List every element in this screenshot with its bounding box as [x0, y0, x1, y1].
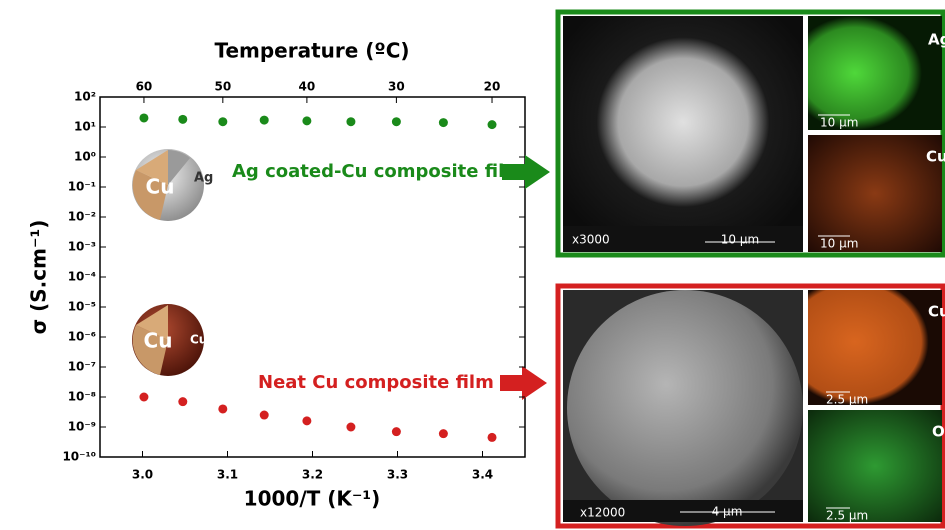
y-tick-label: 10⁻² — [68, 210, 96, 224]
map-label: Cu — [928, 303, 945, 321]
arrow — [500, 366, 547, 400]
data-point — [178, 114, 188, 124]
top-tick-label: 20 — [484, 80, 501, 94]
data-point — [259, 410, 269, 420]
y-tick-label: 10² — [74, 90, 96, 104]
data-point — [487, 120, 497, 130]
scale-bar-label: 10 µm — [820, 237, 858, 251]
y-tick-label: 10⁻⁷ — [68, 360, 96, 374]
magnification: x12000 — [580, 506, 625, 520]
data-point — [346, 117, 356, 127]
y-tick-label: 10⁰ — [74, 150, 96, 164]
map-label: O — [932, 423, 945, 441]
y-tick-label: 10⁻³ — [68, 240, 96, 254]
x-axis-title: 1000/T (K⁻¹) — [244, 487, 381, 511]
y-tick-label: 10¹ — [74, 120, 96, 134]
data-point — [438, 118, 448, 128]
data-point — [178, 397, 188, 407]
sphere-label: CuO — [190, 333, 218, 347]
y-tick-label: 10⁻⁴ — [68, 270, 96, 284]
data-point — [218, 117, 228, 127]
y-tick-label: 10⁻¹⁰ — [62, 450, 96, 464]
data-point — [391, 427, 401, 437]
data-point — [139, 392, 149, 402]
y-axis-title: σ (S.cm⁻¹) — [27, 220, 51, 335]
x-tick-label: 3.3 — [387, 468, 408, 482]
sphere-label: Cu — [146, 175, 175, 199]
cuo-sphere — [132, 304, 204, 376]
y-tick-label: 10⁻⁹ — [68, 420, 96, 434]
top-axis-title: Temperature (ºC) — [214, 39, 409, 63]
series-label: Neat Cu composite film — [258, 372, 494, 393]
data-point — [302, 416, 312, 426]
series-label: Ag coated-Cu composite film — [232, 161, 523, 182]
x-tick-label: 3.0 — [132, 468, 153, 482]
scale-bar-label: 10 µm — [820, 116, 858, 130]
y-tick-label: 10⁻⁶ — [68, 330, 96, 344]
data-point — [302, 116, 312, 126]
scale-bar-label: 10 µm — [721, 233, 759, 247]
x-tick-label: 3.1 — [217, 468, 238, 482]
data-point — [259, 115, 269, 125]
data-point — [139, 113, 149, 123]
scale-bar-label: 2.5 µm — [826, 393, 868, 407]
scale-bar-label: 4 µm — [712, 505, 743, 519]
y-tick-label: 10⁻⁵ — [68, 300, 96, 314]
map-label: Ag — [928, 31, 945, 49]
top-tick-label: 60 — [136, 80, 153, 94]
data-point — [487, 432, 497, 442]
top-tick-label: 30 — [388, 80, 405, 94]
top-tick-label: 40 — [299, 80, 316, 94]
sphere-label: Ag — [194, 171, 213, 186]
data-point — [346, 422, 356, 432]
data-point — [391, 117, 401, 127]
cu-micrograph-panel — [555, 283, 945, 529]
y-tick-label: 10⁻¹ — [68, 180, 96, 194]
map-label: Cu — [926, 148, 945, 166]
sphere-label: Cu — [144, 329, 173, 353]
arrow — [502, 155, 550, 189]
magnification: x3000 — [572, 233, 610, 247]
x-tick-label: 3.2 — [302, 468, 323, 482]
y-tick-label: 10⁻⁸ — [68, 390, 96, 404]
data-point — [218, 404, 228, 414]
top-tick-label: 50 — [214, 80, 231, 94]
scale-bar-label: 2.5 µm — [826, 509, 868, 523]
data-point — [438, 429, 448, 439]
x-tick-label: 3.4 — [472, 468, 493, 482]
ag-micrograph-panel — [555, 9, 945, 258]
ag-sphere — [132, 149, 204, 221]
